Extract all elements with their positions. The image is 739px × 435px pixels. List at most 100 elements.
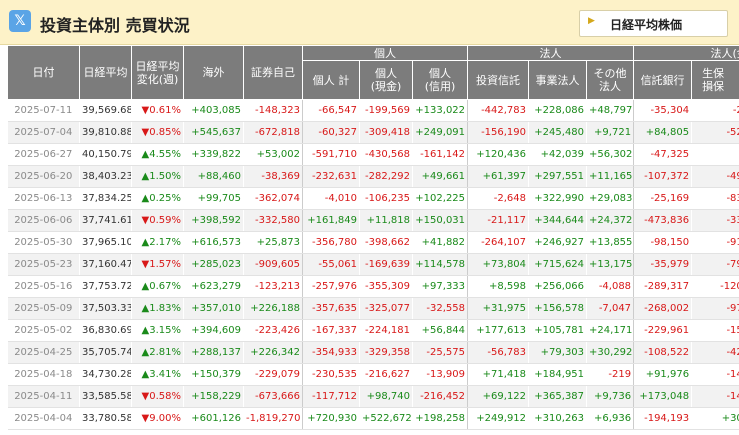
cell-nikkei: 37,834.25 — [79, 187, 132, 210]
cell-change: ▼1.57% — [131, 253, 184, 276]
cell-bus-corp: +245,480 — [528, 121, 588, 144]
cell-other-corp: +30,292 — [586, 341, 635, 364]
col-header-bus-corp[interactable]: 事業法人 — [528, 60, 588, 100]
cell-nikkei: 39,569.68 — [79, 99, 132, 122]
cell-bus-corp: +365,387 — [528, 385, 588, 408]
col-header-proprietary[interactable]: 証券自己 — [243, 45, 303, 100]
col-header-trust-bank[interactable]: 信託銀行 — [633, 60, 693, 100]
cell-other-corp: +6,936 — [586, 407, 635, 430]
cell-inv-trust: +249,912 — [467, 407, 530, 430]
cell-foreign: +150,379 — [183, 363, 244, 386]
cell-life-ins: -83,286 — [691, 187, 739, 210]
cell-other-corp: -7,047 — [586, 297, 635, 320]
col-header-ind-credit[interactable]: 個人 (信用) — [411, 60, 469, 100]
col-header-date[interactable]: 日付 — [7, 45, 80, 100]
col-header-change[interactable]: 日経平均 変化(週) — [131, 45, 184, 100]
cell-other-corp: +9,721 — [586, 121, 635, 144]
cell-inv-trust: -264,107 — [467, 231, 530, 254]
cell-life-ins: -14,661 — [691, 363, 739, 386]
cell-trust-bank: -473,836 — [633, 209, 693, 232]
col-header-inv-trust[interactable]: 投資信託 — [467, 60, 530, 100]
cell-ind-credit: -13,909 — [412, 363, 469, 386]
cell-inv-trust: +73,804 — [467, 253, 530, 276]
cell-inv-trust: +69,122 — [467, 385, 530, 408]
cell-change: ▲3.41% — [131, 363, 184, 386]
col-header-ind-total[interactable]: 個人 計 — [302, 60, 360, 100]
cell-life-ins: +30,617 — [691, 407, 739, 430]
cell-proprietary: +53,002 — [243, 143, 303, 166]
cell-foreign: +285,023 — [183, 253, 244, 276]
cell-date: 2025-05-23 — [7, 253, 80, 276]
cell-bus-corp: +79,303 — [528, 341, 588, 364]
cell-ind-credit: +49,661 — [412, 165, 469, 188]
cell-other-corp: +13,175 — [586, 253, 635, 276]
cell-ind-total: -591,710 — [302, 143, 360, 166]
col-header-other-corp[interactable]: その他 法人 — [586, 60, 635, 100]
cell-nikkei: 36,830.69 — [79, 319, 132, 342]
cell-inv-trust: +8,598 — [467, 275, 530, 298]
cell-ind-cash: -329,358 — [359, 341, 413, 364]
cell-change: ▲1.83% — [131, 297, 184, 320]
cell-bus-corp: +344,644 — [528, 209, 588, 232]
table-body: 2025-07-11 39,569.68 ▼0.61% +403,085 -148,32… — [7, 99, 739, 430]
cell-trust-bank: -268,002 — [633, 297, 693, 320]
table-row: 2025-05-16 37,753.72 ▲0.67% +623,279 -123,21… — [7, 275, 739, 298]
x-logo-icon[interactable]: 𝕏 — [9, 10, 31, 32]
col-header-foreign[interactable]: 海外 — [183, 45, 244, 100]
cell-date: 2025-07-04 — [7, 121, 80, 144]
cell-trust-bank: +91,976 — [633, 363, 693, 386]
cell-other-corp: -4,088 — [586, 275, 635, 298]
cell-trust-bank: -108,522 — [633, 341, 693, 364]
cell-proprietary: -362,074 — [243, 187, 303, 210]
cell-ind-total: -4,010 — [302, 187, 360, 210]
cell-life-ins: -120,767 — [691, 275, 739, 298]
cell-inv-trust: +120,436 — [467, 143, 530, 166]
table-row: 2025-06-27 40,150.79 ▲4.55% +339,822 +53,002… — [7, 143, 739, 166]
table-row: 2025-05-30 37,965.10 ▲2.17% +616,573 +25,873… — [7, 231, 739, 254]
cell-ind-total: -66,547 — [302, 99, 360, 122]
cell-nikkei: 38,403.23 — [79, 165, 132, 188]
cell-other-corp: -219 — [586, 363, 635, 386]
cell-bus-corp: +322,990 — [528, 187, 588, 210]
col-header-ind-cash[interactable]: 個人 (現金) — [359, 60, 413, 100]
cell-nikkei: 37,965.10 — [79, 231, 132, 254]
cell-life-ins: -49,401 — [691, 165, 739, 188]
table-row: 2025-04-11 33,585.58 ▼0.58% +158,229 -673,66… — [7, 385, 739, 408]
cell-trust-bank: -35,979 — [633, 253, 693, 276]
cell-inv-trust: +61,397 — [467, 165, 530, 188]
cell-ind-total: -232,631 — [302, 165, 360, 188]
cell-other-corp: +11,165 — [586, 165, 635, 188]
cell-nikkei: 33,585.58 — [79, 385, 132, 408]
cell-ind-total: -257,976 — [302, 275, 360, 298]
cell-ind-cash: +98,740 — [359, 385, 413, 408]
cell-foreign: +545,637 — [183, 121, 244, 144]
cell-proprietary: -909,605 — [243, 253, 303, 276]
cell-inv-trust: -21,117 — [467, 209, 530, 232]
cell-life-ins: -33,616 — [691, 209, 739, 232]
cell-ind-cash: +11,818 — [359, 209, 413, 232]
cell-trust-bank: -229,961 — [633, 319, 693, 342]
cell-inv-trust: -156,190 — [467, 121, 530, 144]
table-row: 2025-06-13 37,834.25 ▲0.25% +99,705 -362,074… — [7, 187, 739, 210]
cell-change: ▼9.00% — [131, 407, 184, 430]
cell-date: 2025-05-30 — [7, 231, 80, 254]
cell-proprietary: +226,188 — [243, 297, 303, 320]
cell-nikkei: 37,503.33 — [79, 297, 132, 320]
table-row: 2025-05-23 37,160.47 ▼1.57% +285,023 -909,60… — [7, 253, 739, 276]
cell-proprietary: +25,873 — [243, 231, 303, 254]
cell-bus-corp: +184,951 — [528, 363, 588, 386]
cell-nikkei: 34,730.28 — [79, 363, 132, 386]
col-header-nikkei[interactable]: 日経平均 — [79, 45, 132, 100]
cell-ind-total: -356,780 — [302, 231, 360, 254]
cell-bus-corp: +310,263 — [528, 407, 588, 430]
cell-ind-cash: +522,672 — [359, 407, 413, 430]
cell-nikkei: 37,753.72 — [79, 275, 132, 298]
cell-foreign: +99,705 — [183, 187, 244, 210]
cell-nikkei: 35,705.74 — [79, 341, 132, 364]
cell-ind-total: -60,327 — [302, 121, 360, 144]
nikkei-average-link-button[interactable]: ▶ 日経平均株価 — [579, 10, 728, 37]
cell-other-corp: +56,302 — [586, 143, 635, 166]
col-header-life-ins[interactable]: 生保 損保 — [691, 60, 739, 100]
cell-nikkei: 37,160.47 — [79, 253, 132, 276]
